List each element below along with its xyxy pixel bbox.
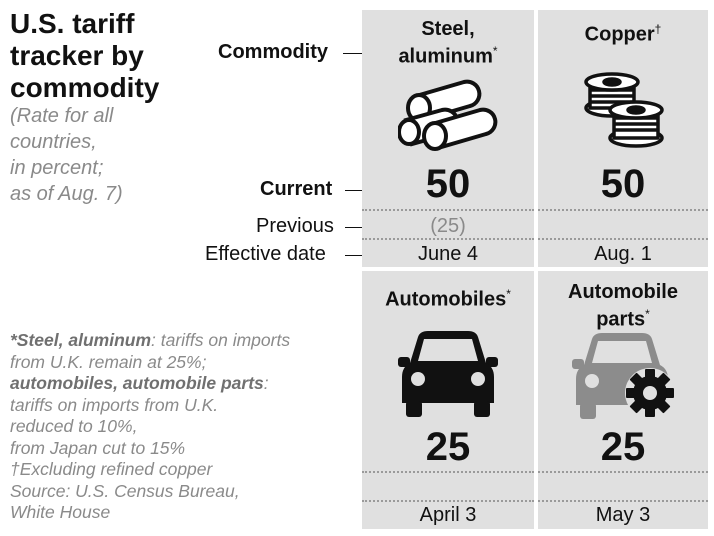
effective-date-automobile-parts: May 3 — [595, 504, 651, 526]
dotted-divider — [538, 471, 708, 473]
previous-leader-line — [345, 227, 373, 228]
effective-date-automobiles: April 3 — [419, 504, 477, 526]
chart-title: U.S. tariff tracker by commodity — [10, 8, 160, 103]
panel-title-automobile-parts: Automobile parts* — [538, 281, 708, 331]
footnotes: *Steel, aluminum: tariffs on imports fro… — [10, 330, 355, 524]
panel-title-text: Steel, aluminum — [398, 18, 493, 68]
panel-title-text: Copper — [584, 23, 655, 46]
footnote-line: automobiles, automobile parts: — [10, 373, 355, 395]
effective-date-steel-aluminum: June 4 — [417, 243, 479, 265]
panel-title-mark: * — [506, 287, 511, 301]
car-icon — [398, 331, 498, 417]
dotted-divider — [538, 238, 708, 240]
current-value-copper: 50 — [600, 162, 646, 206]
panel-title-text: Automobiles — [385, 288, 507, 311]
panel-copper: Copper† 50 Aug. 1 — [538, 10, 708, 267]
footnote-line: from Japan cut to 15% — [10, 437, 186, 458]
footnote-source: Source: U.S. Census Bureau, — [10, 480, 240, 501]
dotted-divider — [538, 500, 708, 502]
effective-date-leader-line — [345, 255, 373, 256]
dotted-divider — [362, 209, 534, 211]
footnote-line: from U.K. remain at 25%; — [10, 351, 207, 372]
footnote-bold: automobiles, automobile parts — [10, 373, 264, 393]
dotted-divider — [538, 209, 708, 211]
dotted-divider — [362, 471, 534, 473]
copper-spools-icon — [584, 72, 664, 148]
footnote-text: : tariffs on imports — [151, 330, 291, 350]
row-label-effective-date: Effective date — [205, 243, 326, 265]
panel-title-steel-aluminum: Steel, aluminum* — [362, 18, 534, 68]
footnote-source: White House — [10, 502, 111, 522]
footnote-text: : — [263, 373, 269, 393]
car-gear-icon — [572, 333, 675, 419]
panel-title-automobiles: Automobiles* — [362, 283, 534, 311]
current-value-automobiles: 25 — [425, 425, 471, 469]
panel-title-text: Automobile parts — [568, 281, 678, 331]
panel-automobile-parts: Automobile parts* 25 May 3 — [538, 271, 708, 529]
footnote-copper-note: †Excluding refined copper — [10, 459, 213, 479]
panel-title-copper: Copper† — [538, 18, 708, 46]
panel-title-mark: † — [654, 22, 662, 36]
footnote-line: tariffs on imports from U.K. — [10, 394, 219, 415]
row-label-commodity: Commodity — [218, 41, 328, 63]
row-label-current: Current — [260, 178, 333, 200]
steel-pipes-icon — [398, 79, 498, 151]
effective-date-copper: Aug. 1 — [594, 243, 652, 265]
footnote-line: *Steel, aluminum: tariffs on imports — [10, 330, 355, 352]
footnote-bold: *Steel, aluminum — [10, 330, 152, 350]
panel-steel-aluminum: Steel, aluminum* 50 (25) June 4 — [362, 10, 534, 267]
panel-title-mark: * — [645, 307, 650, 321]
current-value-automobile-parts: 25 — [600, 425, 646, 469]
current-value-steel-aluminum: 50 — [425, 162, 471, 206]
previous-value-steel-aluminum: (25) — [430, 215, 466, 237]
panel-automobiles: Automobiles* 25 April 3 — [362, 271, 534, 529]
commodity-leader-line — [343, 53, 373, 54]
panel-title-mark: * — [492, 44, 498, 58]
current-leader-line — [345, 190, 373, 191]
dotted-divider — [362, 500, 534, 502]
footnote-line: reduced to 10%, — [10, 416, 138, 436]
chart-subtitle: (Rate for all countries, in percent; as … — [10, 105, 123, 205]
dotted-divider — [362, 238, 534, 240]
row-label-previous: Previous — [256, 215, 334, 237]
